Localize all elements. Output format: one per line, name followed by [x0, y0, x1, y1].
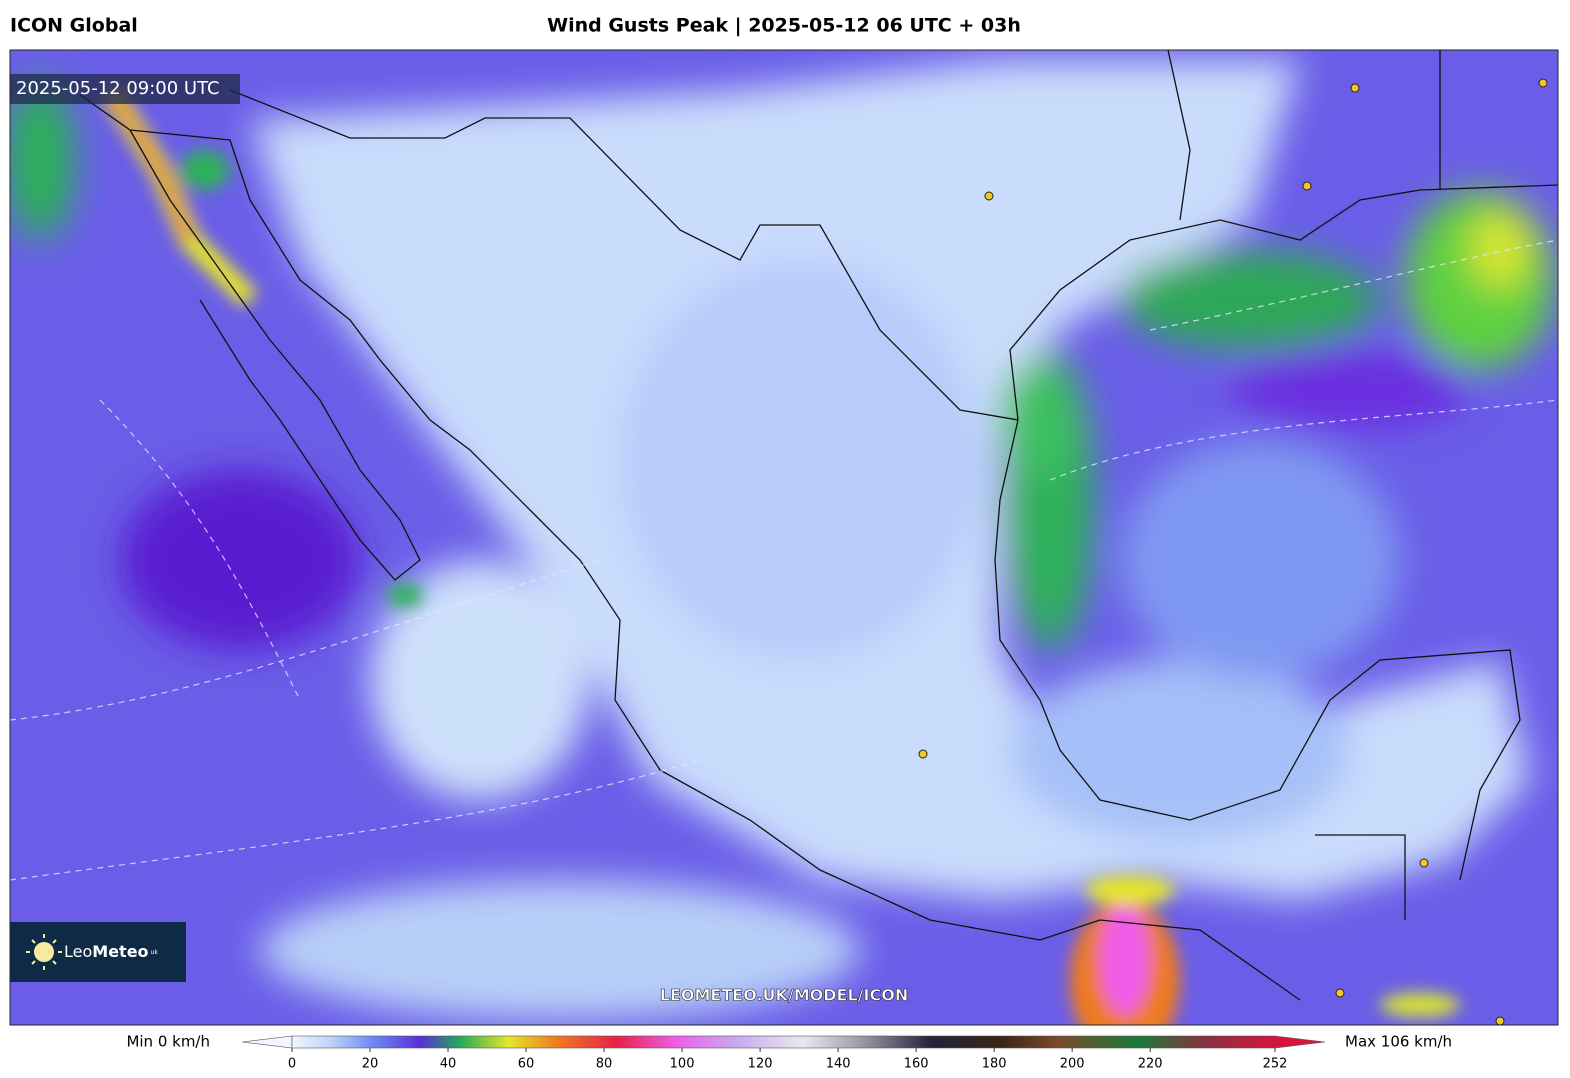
valid-time: 2025-05-12 09:00 UTC — [16, 78, 220, 99]
colorbar-tick-label: 60 — [518, 1057, 535, 1072]
colorbar-tick-label: 0 — [288, 1057, 296, 1072]
colorbar — [291, 1035, 1276, 1049]
colorbar-tick-label: 100 — [670, 1057, 695, 1072]
colorbar-tick-label: 140 — [826, 1057, 851, 1072]
colorbar-max: Max 106 km/h — [1345, 1033, 1452, 1051]
colorbar-tick-label: 252 — [1263, 1057, 1288, 1072]
logo-suffix: uk — [151, 949, 159, 956]
colorbar-tick-label: 160 — [904, 1057, 929, 1072]
colorbar-tick-label: 40 — [440, 1057, 457, 1072]
map-area: 2025-05-12 09:00 UTC LeoMeteo uk LEOMETEO… — [10, 50, 1558, 1025]
colorbar-tick-label: 20 — [362, 1057, 379, 1072]
colorbar-tick-label: 200 — [1060, 1057, 1085, 1072]
colorbar-tick-label: 180 — [982, 1057, 1007, 1072]
colorbar-tick-label: 120 — [748, 1057, 773, 1072]
watermark: LEOMETEO.UK/MODEL/ICON — [660, 986, 908, 1005]
model-name: ICON Global — [10, 15, 138, 37]
logo-leo: Leo — [64, 942, 92, 961]
logo-meteo: Meteo — [92, 942, 148, 961]
map-title: Wind Gusts Peak | 2025-05-12 06 UTC + 03… — [547, 15, 1021, 37]
colorbar-tick-label: 80 — [596, 1057, 613, 1072]
logo: LeoMeteo uk — [64, 942, 158, 961]
colorbar-min: Min 0 km/h — [126, 1033, 210, 1051]
colorbar-tick-label: 220 — [1138, 1057, 1163, 1072]
